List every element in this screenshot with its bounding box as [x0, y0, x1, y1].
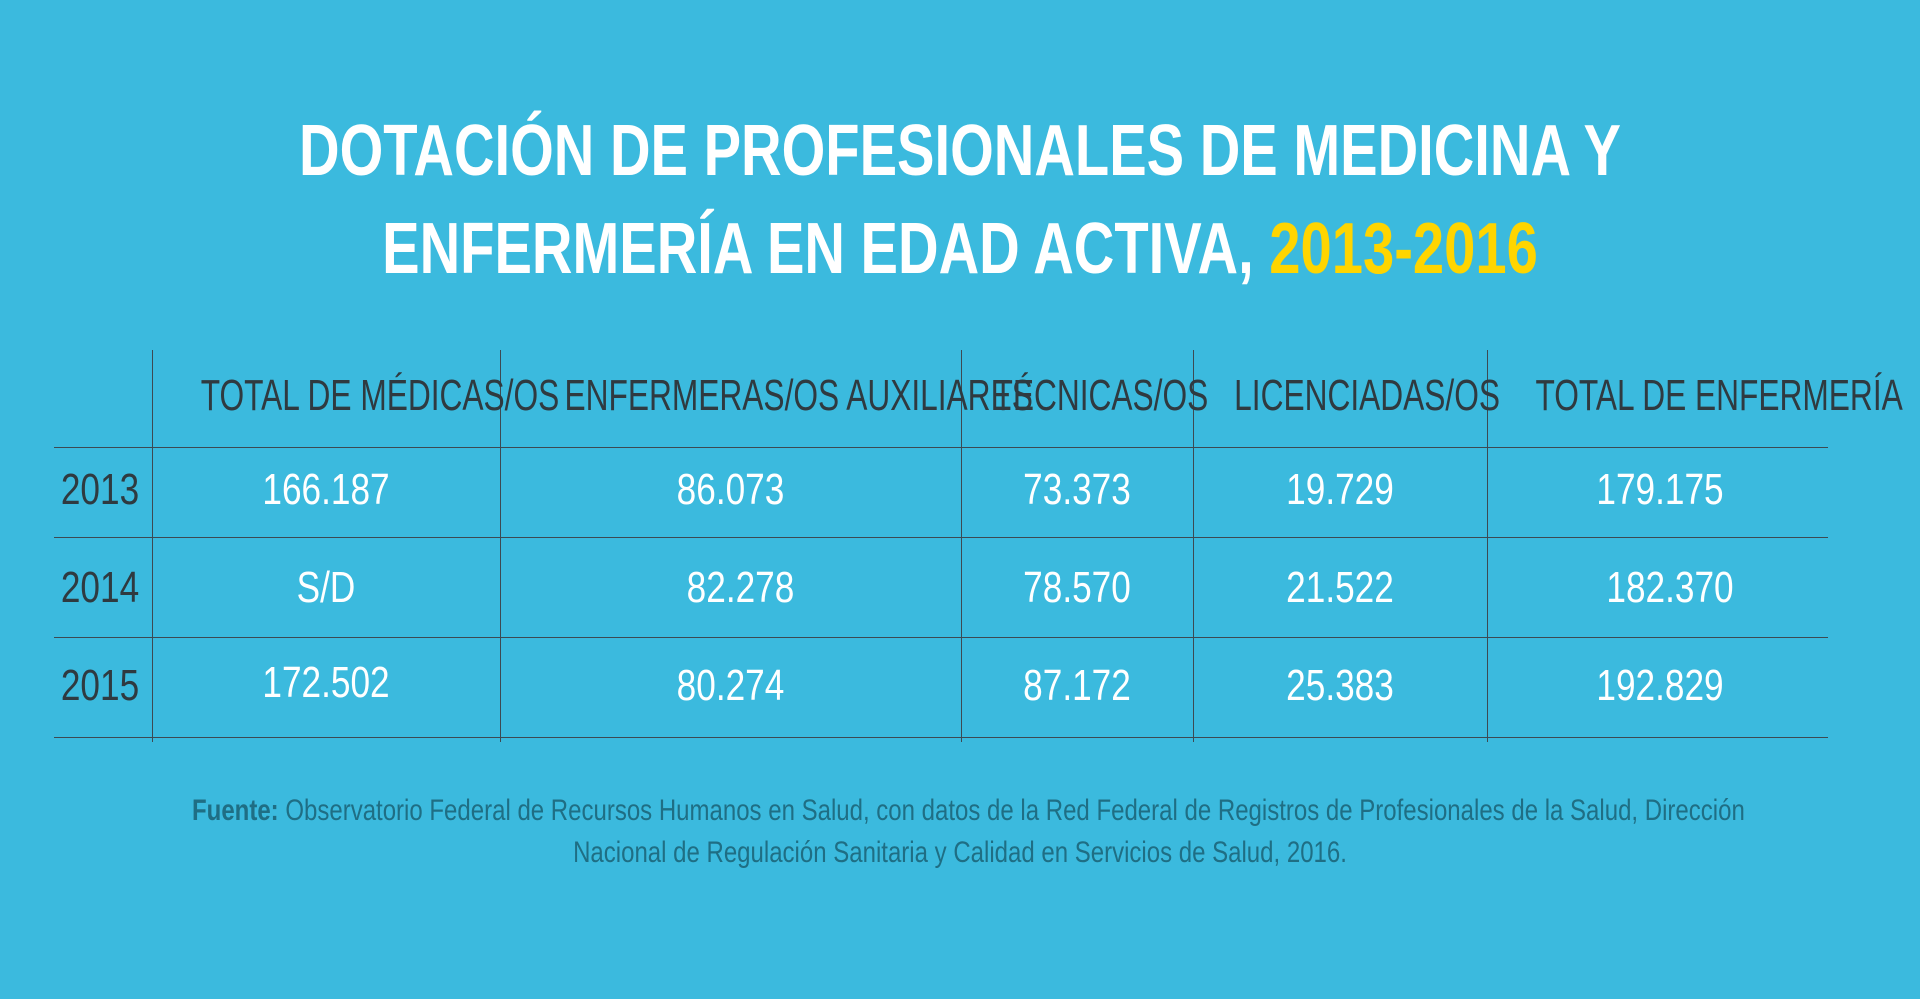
source-label: Fuente: [192, 794, 279, 827]
table-cell: 172.502 [262, 658, 390, 707]
title-line-1: DOTACIÓN DE PROFESIONALES DE MEDICINA Y [299, 111, 1621, 191]
table-cell: 86.073 [676, 465, 785, 514]
column-header-licenciadas: LICENCIADAS/OS [1234, 371, 1500, 420]
title-year-range: 2013-2016 [1269, 209, 1538, 289]
column-header-total-medicas: TOTAL DE MÉDICAS/OS [200, 371, 560, 420]
row-divider [54, 537, 1828, 538]
column-divider [1193, 350, 1194, 742]
source-text-1: Observatorio Federal de Recursos Humanos… [285, 794, 1745, 827]
title-line-2-main: ENFERMERÍA EN EDAD ACTIVA, [382, 209, 1254, 289]
row-year-2015: 2015 [60, 661, 140, 710]
table-cell: 80.274 [676, 661, 785, 710]
table-cell: 166.187 [262, 465, 390, 514]
column-header-tecnicas: TÉCNICAS/OS [993, 371, 1209, 420]
column-divider [500, 350, 501, 742]
table-cell: 73.373 [1023, 465, 1131, 514]
table-cell: 179.175 [1596, 465, 1724, 514]
column-divider [152, 350, 153, 742]
row-divider [54, 637, 1828, 638]
column-header-enfermeras-auxiliares: ENFERMERAS/OS AUXILIARES [564, 371, 1033, 420]
title-line-2: ENFERMERÍA EN EDAD ACTIVA, 2013-2016 [211, 200, 1709, 298]
table-cell: 82.278 [686, 563, 795, 612]
column-header-total-enfermeria: TOTAL DE ENFERMERÍA [1535, 371, 1903, 420]
row-year-2013: 2013 [60, 465, 140, 514]
column-divider [961, 350, 962, 742]
table-cell: S/D [296, 563, 356, 612]
table-cell: 21.522 [1286, 563, 1394, 612]
column-divider [1487, 350, 1488, 742]
table-cell: 78.570 [1023, 563, 1131, 612]
row-year-2014: 2014 [60, 563, 140, 612]
table-cell: 87.172 [1023, 661, 1131, 710]
table-cell: 192.829 [1596, 661, 1724, 710]
chart-title: DOTACIÓN DE PROFESIONALES DE MEDICINA Y … [211, 102, 1709, 298]
table-cell: 25.383 [1286, 661, 1394, 710]
table-cell: 182.370 [1606, 563, 1734, 612]
row-divider [54, 447, 1828, 448]
source-note: Fuente: Observatorio Federal de Recursos… [192, 790, 1745, 874]
row-divider [54, 737, 1828, 738]
source-line-1: Fuente: Observatorio Federal de Recursos… [192, 790, 1745, 832]
source-line-2: Nacional de Regulación Sanitaria y Calid… [573, 836, 1347, 869]
table-cell: 19.729 [1286, 465, 1394, 514]
